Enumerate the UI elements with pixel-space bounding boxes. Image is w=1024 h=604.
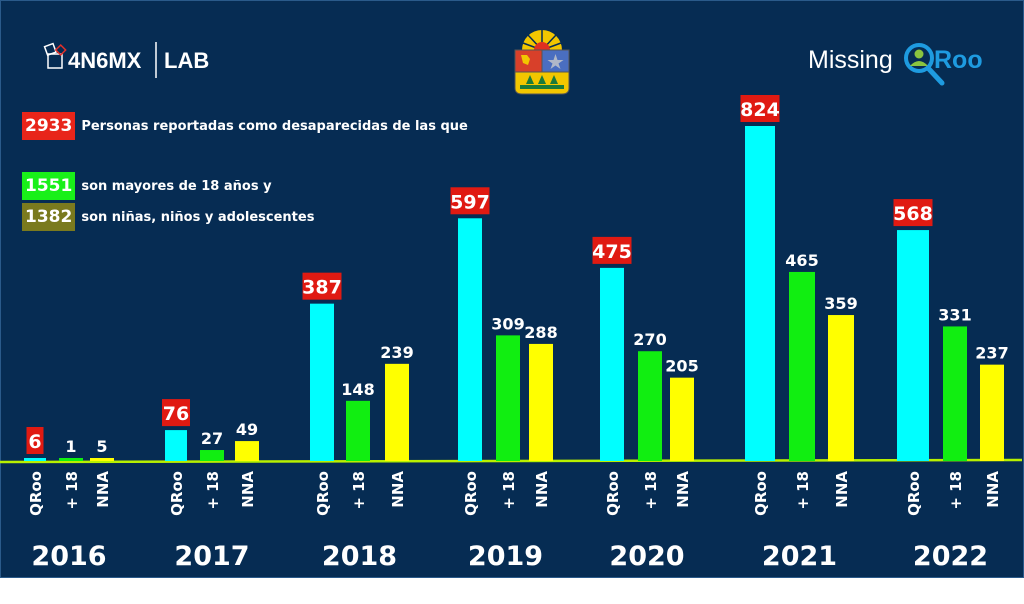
legend-mayores: 1551 son mayores de 18 años y [22,172,272,200]
year-label-2022: 2022 [913,541,988,572]
sub-category-label: QRoo [752,471,770,516]
value-label-box [26,427,44,454]
bar-nna-2019 [529,343,553,461]
value-label: 239 [380,343,413,362]
bar-18-2016 [59,458,83,461]
bar-nna-2017 [235,441,259,461]
logo-lab: LAB [164,48,209,73]
chart-panel [0,0,1024,578]
value-label: 309 [491,314,524,333]
sub-category-label: QRoo [462,471,480,516]
value-label: 49 [236,420,258,439]
value-label: 237 [975,344,1008,363]
bar-18-2021 [789,271,815,461]
legend-mayores-text: son mayores de 18 años y [81,178,272,194]
sub-category-label: NNA [94,471,112,508]
value-label: 597 [450,191,490,213]
bar-nna-2020 [670,377,694,461]
sub-category-label: NNA [984,471,1002,508]
value-label-box [893,199,933,227]
sub-category-label: + 18 [947,471,965,510]
bar-18-2020 [638,351,662,461]
value-label-box [592,236,632,264]
value-label: 824 [740,99,780,121]
legend-total-text: Personas reportadas como desaparecidas d… [81,118,468,134]
sub-category-label: + 18 [63,471,81,510]
value-label: 6 [28,431,41,453]
value-label: 387 [302,277,342,299]
bar-qroo-2019 [458,218,482,461]
bar-qroo-2017 [165,430,187,461]
legend-total: 2933 Personas reportadas como desapareci… [22,112,468,140]
value-label: 1 [65,437,76,456]
logo-4n6mx: 4N6MX [68,48,142,73]
value-label-box [740,95,780,122]
sub-category-label: + 18 [642,471,660,510]
sub-category-label: + 18 [794,471,812,510]
magnifier-person-icon [904,43,945,86]
sub-category-label: + 18 [204,471,222,510]
value-label-box [450,187,490,215]
geometry-logo-icon [43,42,67,69]
sub-category-label: + 18 [350,471,368,510]
bar-nna-2016 [90,458,114,461]
sub-category-label: QRoo [314,471,332,516]
value-label: 475 [592,241,632,263]
value-label: 27 [201,429,223,448]
value-label: 359 [824,294,857,313]
value-label: 331 [938,305,971,324]
sub-category-label: QRoo [27,471,45,516]
year-label-2018: 2018 [322,541,397,572]
value-label: 5 [96,437,107,456]
legend-nna: 1382 son niñas, niños y adolescentes [22,203,314,231]
bar-nna-2021 [828,315,854,461]
sub-category-label: NNA [389,471,407,508]
sub-category-label: NNA [833,471,851,508]
legend-nna-value: 1382 [22,203,76,231]
bar-qroo-2022 [897,230,929,461]
value-label: 148 [341,380,374,399]
value-label: 568 [893,203,933,225]
year-label-2020: 2020 [609,541,684,572]
sub-category-label: NNA [533,471,551,508]
value-label-box [162,399,190,427]
missingqroo-logo: Missing Roo [808,43,983,86]
year-label-2019: 2019 [468,541,543,572]
logo-missing: Missing [808,46,893,74]
sub-category-label: QRoo [604,471,622,516]
value-label: 270 [633,330,666,349]
sub-category-label: NNA [674,471,692,508]
bar-18-2018 [346,400,370,461]
bar-18-2017 [200,450,224,461]
bar-chart: 6 QRoo 1 + 18 5 NNA 2016 76 QRoo 27 + 18 49 NNA 2017 3… [0,95,1023,572]
logo-roo: Roo [934,46,983,74]
legend-mayores-value: 1551 [22,172,76,200]
value-label: 288 [524,323,557,342]
4n6mx-lab-logo: 4N6MX LAB [43,42,209,78]
value-label: 205 [665,357,698,376]
bar-qroo-2021 [745,126,775,461]
year-label-2017: 2017 [174,541,249,572]
value-label: 76 [163,403,189,425]
bar-18-2019 [496,335,520,461]
value-label-box [302,272,342,300]
bar-nna-2022 [980,364,1004,461]
sub-category-label: QRoo [168,471,186,516]
bar-qroo-2020 [600,267,624,461]
coat-of-arms-icon [514,30,570,95]
bar-18-2022 [943,326,967,461]
bar-qroo-2018 [310,303,334,461]
legend-nna-text: son niñas, niños y adolescentes [81,209,315,225]
sub-category-label: QRoo [905,471,923,516]
bar-nna-2018 [385,363,409,461]
value-label: 465 [785,251,818,270]
year-label-2016: 2016 [31,541,106,572]
year-label-2021: 2021 [762,541,837,572]
sub-category-label: NNA [239,471,257,508]
legend-total-value: 2933 [22,112,76,140]
bar-qroo-2016 [24,458,46,461]
sub-category-label: + 18 [500,471,518,510]
